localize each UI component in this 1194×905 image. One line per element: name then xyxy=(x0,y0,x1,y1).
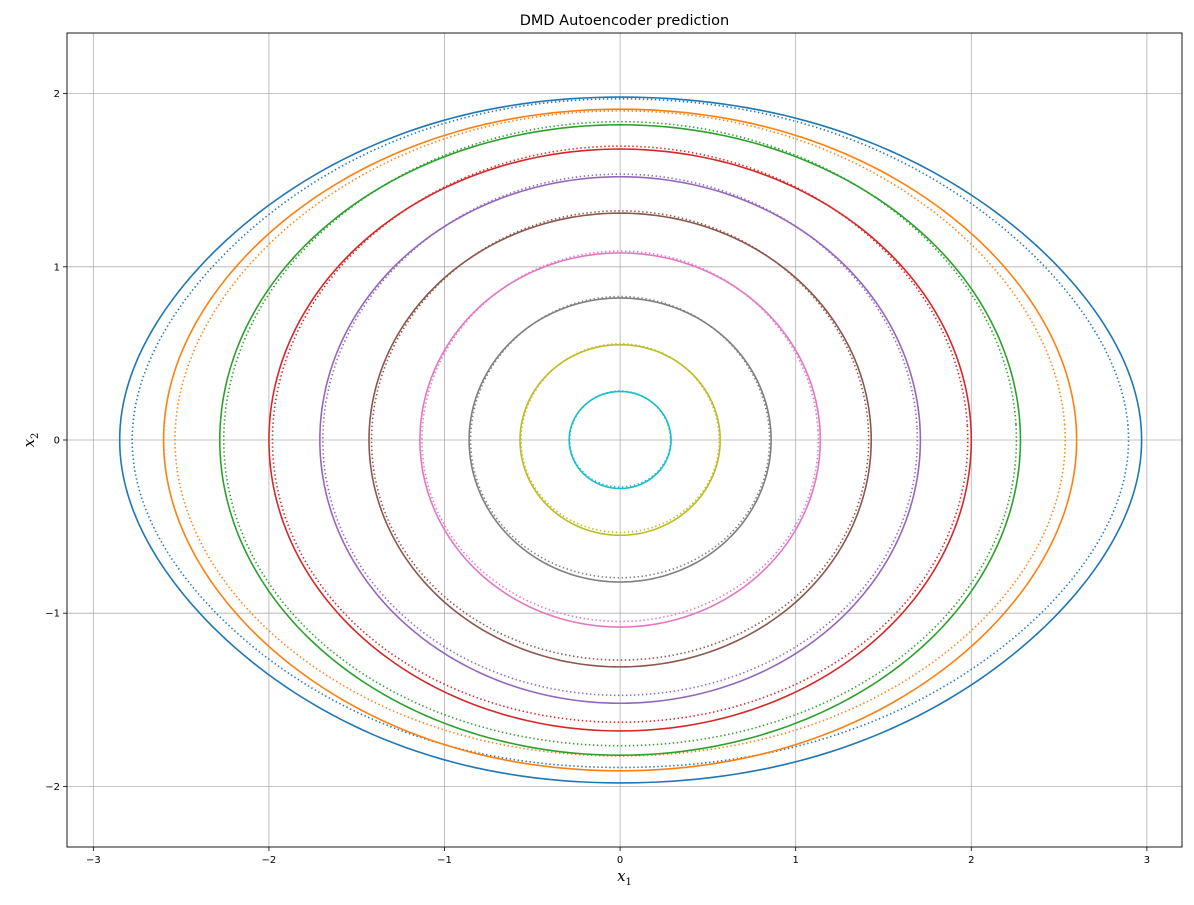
y-axis-label-subscript: 2 xyxy=(30,433,41,439)
ticks: −3 −2 −1 0 1 2 3 −2 −1 0 1 2 xyxy=(45,89,1150,866)
orbit-trajectory-8 xyxy=(468,297,772,583)
plot-area xyxy=(118,96,1143,784)
x-tick-label: 2 xyxy=(968,855,974,866)
y-tick-label: 2 xyxy=(54,89,60,100)
orbit-trajectory-4 xyxy=(268,148,973,732)
orbit-prediction-9 xyxy=(520,342,721,534)
orbit-prediction-7 xyxy=(421,250,820,623)
chart-title: DMD Autoencoder prediction xyxy=(520,13,730,29)
x-tick-label: −1 xyxy=(437,855,452,866)
orbit-prediction-2 xyxy=(174,110,1067,757)
orbit-prediction-1 xyxy=(131,97,1130,769)
x-tick-label: −3 xyxy=(86,855,101,866)
y-axis-label: x2 xyxy=(20,433,41,448)
orbit-prediction-3 xyxy=(222,120,1018,747)
x-axis-label-subscript: 1 xyxy=(626,877,632,888)
y-tick-label: 0 xyxy=(54,436,60,447)
x-tick-label: 3 xyxy=(1144,855,1150,866)
y-axis-label-main: x xyxy=(20,438,38,447)
orbit-trajectory-1 xyxy=(118,96,1143,784)
orbit-prediction-5 xyxy=(322,173,919,697)
y-tick-label: −2 xyxy=(45,782,60,793)
y-tick-label: 1 xyxy=(54,262,60,273)
x-axis-label-main: x xyxy=(617,867,626,885)
x-tick-label: 1 xyxy=(793,855,799,866)
orbit-prediction-8 xyxy=(469,295,771,579)
orbit-trajectory-9 xyxy=(519,343,722,537)
x-axis-label: x1 xyxy=(617,867,632,888)
orbit-trajectory-3 xyxy=(218,123,1022,757)
y-tick-label: −1 xyxy=(45,609,60,620)
orbit-prediction-6 xyxy=(370,210,870,661)
x-tick-label: 0 xyxy=(617,855,623,866)
x-tick-label: −2 xyxy=(262,855,277,866)
orbit-trajectory-2 xyxy=(162,108,1078,772)
